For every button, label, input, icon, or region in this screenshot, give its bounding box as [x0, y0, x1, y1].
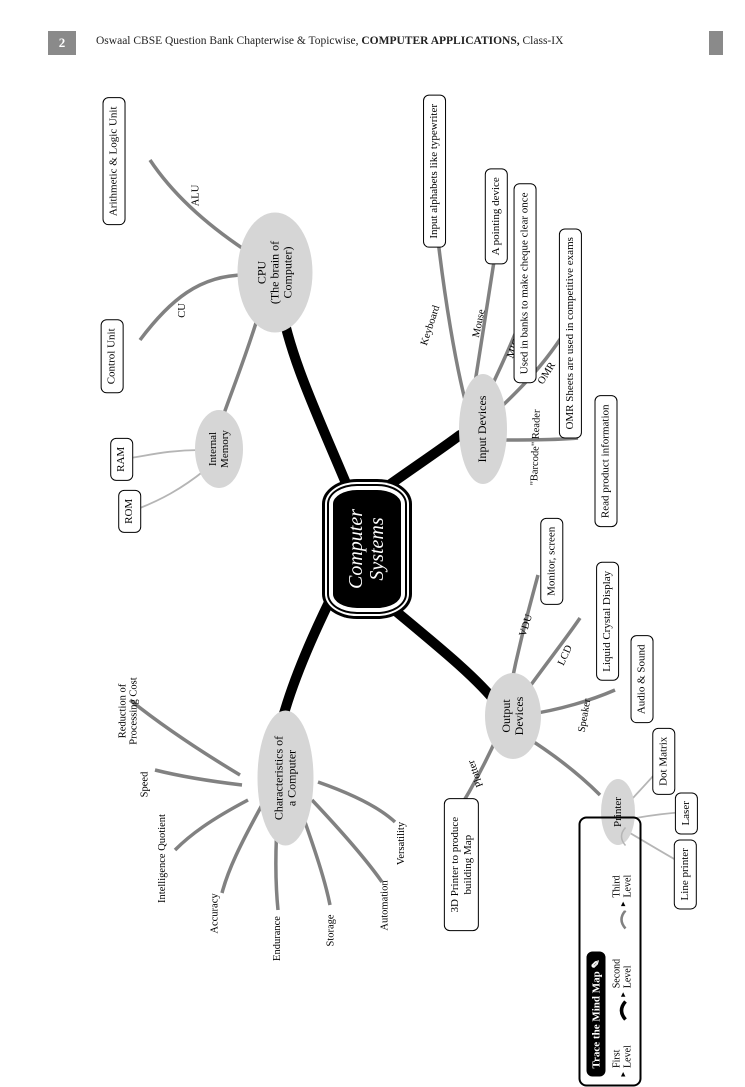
cpu-label: CPU (The brain of Computer): [255, 241, 295, 304]
speaker-link-label: Speaker: [577, 698, 594, 733]
vdu-leaf: Monitor, screen: [540, 518, 563, 605]
char-item-6: Automation: [380, 880, 391, 930]
center-line2: Systems: [366, 517, 388, 580]
internal-memory-ellipse: Internal Memory: [195, 410, 243, 488]
printer-line-leaf: Line printer: [674, 839, 697, 909]
char-item-4: Endurance: [272, 916, 283, 961]
page-header: Oswaal CBSE Question Bank Chapterwise & …: [96, 35, 563, 47]
legend-title: Trace the Mind Map ✎: [587, 951, 606, 1076]
cu-link-label: CU: [177, 303, 188, 318]
char-item-1: Speed: [139, 772, 150, 798]
header-suffix: Class-IX: [520, 35, 564, 47]
printer-dot-leaf: Dot Matrix: [652, 728, 675, 795]
output-devices-label: Output Devices: [500, 697, 526, 736]
legend-second-curve-icon: [618, 910, 628, 930]
char-item-2: Intelligence Quotient: [157, 814, 168, 903]
lcd-link-label: LCD: [556, 644, 575, 668]
legend-first: First Level: [612, 1025, 634, 1068]
legend-third: Third Level: [612, 850, 634, 897]
legend-arrow-icon: ▸: [617, 1072, 628, 1077]
header-bold: COMPUTER APPLICATIONS,: [361, 35, 519, 47]
internal-memory-label: Internal Memory: [207, 430, 231, 468]
keyboard-leaf: Input alphabets like typewriter: [423, 95, 446, 248]
legend-row: ▸ First Level ▸ Second Level ▸ Third Lev…: [612, 827, 634, 1077]
characteristics-label: Characteristics of a Computer: [272, 736, 298, 820]
omr-leaf: OMR Sheets are used in competitive exams: [559, 228, 582, 438]
trace-legend: Trace the Mind Map ✎ ▸ First Level ▸ Sec…: [579, 817, 642, 1087]
legend-first-curve-icon: [618, 1001, 628, 1021]
printer-laser-leaf: Laser: [675, 792, 698, 834]
alu-link-label: ALU: [190, 185, 201, 207]
center-node: Computer Systems: [333, 490, 401, 608]
page: 2 Oswaal CBSE Question Bank Chapterwise …: [0, 0, 745, 1024]
ram-leaf: RAM: [110, 438, 133, 481]
legend-arrow-icon: ▸: [617, 992, 628, 997]
keyboard-link-label: Keyboard: [419, 304, 442, 347]
plotter-link-label: Plotter: [466, 758, 486, 788]
char-item-0: Reduction of Processing Cost: [118, 677, 140, 744]
cpu-ellipse: CPU (The brain of Computer): [238, 213, 313, 333]
input-devices-label: Input Devices: [476, 396, 489, 463]
mouse-leaf: A pointing device: [485, 168, 508, 264]
micr-leaf: Used in banks to make cheque clear once: [514, 183, 537, 383]
speaker-leaf: Audio & Sound: [631, 635, 654, 723]
input-devices-ellipse: Input Devices: [459, 374, 507, 484]
rom-leaf: ROM: [118, 490, 141, 533]
barcode-link-label: "Barcode" Reader: [529, 409, 543, 485]
cu-leaf: Control Unit: [101, 319, 124, 393]
header-right-block: [709, 31, 723, 55]
page-number: 2: [48, 31, 76, 55]
header-prefix: Oswaal CBSE Question Bank Chapterwise & …: [96, 35, 361, 47]
char-item-7: Versatility: [396, 822, 407, 865]
legend-third-curve-icon: [618, 827, 628, 847]
legend-arrow-icon: ▸: [617, 902, 628, 907]
mouse-link-label: Mouse: [471, 308, 488, 338]
output-devices-ellipse: Output Devices: [485, 673, 541, 759]
legend-second: Second Level: [612, 934, 634, 988]
alu-leaf: Arithmetic & Logic Unit: [103, 97, 126, 225]
lcd-leaf: Liquid Crystal Display: [596, 562, 619, 681]
char-item-3: Accuracy: [210, 893, 221, 933]
center-line1: Computer: [345, 509, 367, 589]
characteristics-ellipse: Characteristics of a Computer: [258, 711, 314, 846]
barcode-leaf: Read product information: [595, 396, 618, 528]
omr-link-label: OMR: [536, 360, 558, 386]
vdu-link-label: VDU: [518, 613, 535, 638]
char-item-5: Storage: [326, 914, 337, 946]
plotter-leaf: 3D Printer to produce building Map: [444, 798, 479, 931]
